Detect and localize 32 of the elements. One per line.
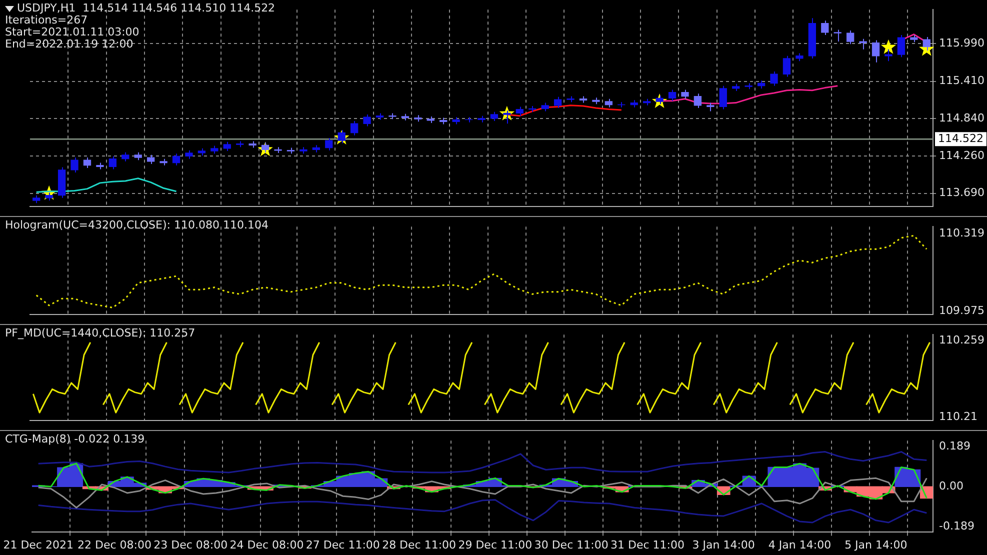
y-tick-label: 109.975 [939, 304, 984, 317]
y-tick-label: 115.990 [939, 36, 984, 50]
y-tick-label: 110.21 [939, 410, 978, 424]
x-tick-label: 23 Dec 08:00 [154, 538, 228, 552]
x-tick-label: 30 Dec 11:00 [534, 538, 608, 552]
y-tick-label: 0.189 [939, 440, 970, 453]
x-tick-label: 5 Jan 14:00 [844, 538, 908, 552]
y-tick-label: 113.690 [939, 186, 984, 200]
chart-title: CTG-Map(8) -0.022 0.139 [5, 432, 145, 446]
y-tick-label: -0.189 [939, 519, 974, 532]
x-tick-label: 31 Dec 11:00 [610, 538, 684, 552]
y-tick-label: 110.319 [939, 226, 984, 240]
x-tick-label: 29 Dec 11:00 [458, 538, 532, 552]
ref-line-label: 114.522 [938, 132, 984, 146]
chart-title: USDJPY,H1 114.514 114.546 114.510 114.522 [17, 1, 276, 14]
x-tick-label: 21 Dec 2021 [3, 538, 74, 552]
y-tick-label: 0.00 [939, 479, 964, 492]
y-tick-label: 114.840 [939, 111, 984, 124]
chart-title: PF_MD(UC=1440,CLOSE): 110.257 [5, 326, 196, 340]
x-tick-label: 24 Dec 08:00 [230, 538, 304, 552]
x-tick-label: 22 Dec 08:00 [77, 538, 152, 552]
y-tick-label: 110.259 [939, 334, 984, 347]
y-tick-label: 114.260 [939, 149, 984, 162]
x-tick-label: 3 Jan 14:00 [692, 538, 755, 552]
x-tick-label: 4 Jan 14:00 [768, 538, 832, 552]
annotation: Start=2021.01.11 03:00 [5, 25, 140, 38]
annotation: End=2022.01.19 12:00 [5, 37, 134, 50]
annotation: Iterations=267 [5, 13, 88, 26]
chart-title: Hologram(UC=43200,CLOSE): 110.080 110.104 [5, 218, 268, 232]
x-tick-label: 28 Dec 11:00 [382, 538, 456, 552]
y-tick-label: 115.410 [939, 74, 984, 88]
x-tick-label: 27 Dec 11:00 [306, 538, 380, 552]
